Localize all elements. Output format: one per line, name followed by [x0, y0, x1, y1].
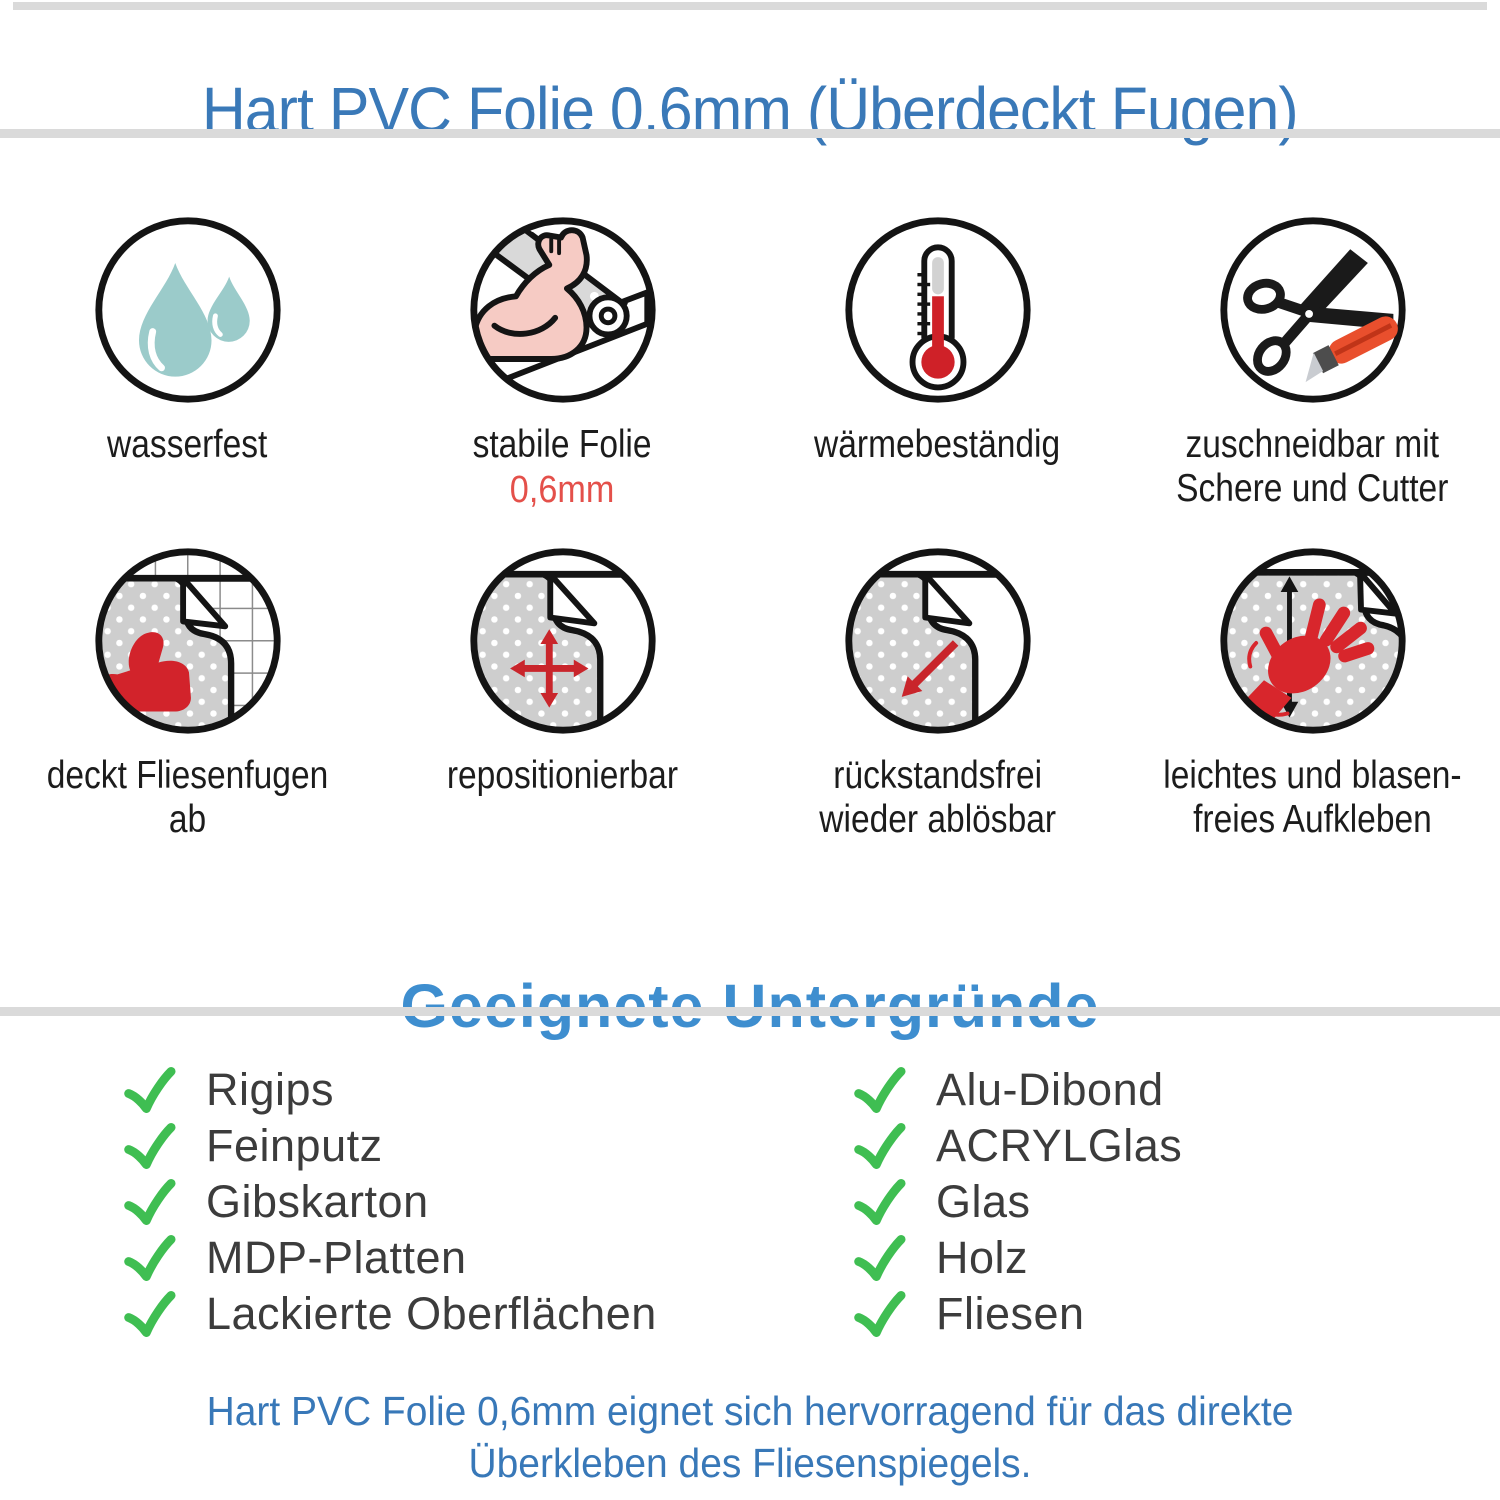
list-item: Rigips — [122, 1062, 657, 1118]
list-item: Glas — [852, 1174, 1182, 1230]
list-item: Fliesen — [852, 1286, 1182, 1342]
feature-thickness-label: 0,6mm — [510, 469, 615, 512]
check-icon — [124, 1235, 176, 1281]
substrate-label: Alu-Dibond — [936, 1064, 1164, 1115]
hand-smooth-foil-icon — [1219, 548, 1406, 734]
feature-removable: rückstandsfrei wieder ablösbar — [750, 543, 1125, 843]
substrate-label: Rigips — [206, 1064, 335, 1115]
feature-cuttable: zuschneidbar mit Schere und Cutter — [1125, 212, 1500, 543]
list-item: Alu-Dibond — [852, 1062, 1182, 1118]
check-icon — [854, 1067, 906, 1113]
substrate-label: Lackierte Oberflächen — [206, 1288, 657, 1339]
section-title: Geeignete Untergründe — [400, 971, 1100, 1040]
feature-label: wärmebeständig — [814, 423, 1061, 466]
substrate-label: Glas — [936, 1176, 1031, 1227]
substrate-list-left: Rigips Feinputz Gibskarton MDP-Platten L… — [122, 1062, 657, 1342]
peel-arrow-foil-icon — [844, 548, 1031, 734]
footer-note: Hart PVC Folie 0,6mm eignet sich hervorr… — [206, 1388, 1294, 1486]
feature-heat-resistant: wärmebeständig — [750, 212, 1125, 543]
list-item: Lackierte Oberflächen — [122, 1286, 657, 1342]
substrate-label: Holz — [936, 1232, 1029, 1283]
title-divider-bar — [0, 129, 1500, 138]
feature-label: wasserfest — [107, 423, 268, 466]
feature-grid: wasserfest stabile Folie 0,6mm — [0, 212, 1500, 843]
feature-covers-grout: deckt Fliesenfugen ab — [0, 543, 375, 843]
thumb-up-tiles-icon — [94, 548, 281, 734]
move-arrows-foil-icon — [469, 548, 656, 734]
feature-label: stabile Folie — [473, 423, 652, 466]
list-item: ACRYLGlas — [852, 1118, 1182, 1174]
check-icon — [124, 1123, 176, 1169]
scissors-cutter-icon — [1219, 217, 1406, 403]
feature-waterproof: wasserfest — [0, 212, 375, 543]
substrate-list-right: Alu-Dibond ACRYLGlas Glas Holz Fliesen — [852, 1062, 1182, 1342]
feature-repositionable: repositionierbar — [375, 543, 750, 843]
check-icon — [854, 1235, 906, 1281]
feature-easy-apply: leichtes und blasen- freies Aufkleben — [1125, 543, 1500, 843]
feature-label: deckt Fliesenfugen ab — [46, 754, 329, 842]
list-item: MDP-Platten — [122, 1230, 657, 1286]
thermometer-icon — [844, 217, 1031, 403]
substrate-label: Feinputz — [206, 1120, 383, 1171]
top-divider-bar — [13, 2, 1487, 10]
check-icon — [854, 1123, 906, 1169]
check-icon — [124, 1179, 176, 1225]
water-drops-icon — [94, 217, 281, 403]
list-item: Gibskarton — [122, 1174, 657, 1230]
feature-label: rückstandsfrei wieder ablösbar — [819, 754, 1056, 842]
substrate-label: ACRYLGlas — [936, 1120, 1183, 1171]
muscle-arm-roll-icon — [469, 217, 656, 403]
list-item: Feinputz — [122, 1118, 657, 1174]
feature-label: leichtes und blasen- freies Aufkleben — [1163, 754, 1462, 842]
check-icon — [124, 1291, 176, 1337]
check-icon — [854, 1291, 906, 1337]
list-item: Holz — [852, 1230, 1182, 1286]
substrate-label: Fliesen — [936, 1288, 1085, 1339]
substrate-label: Gibskarton — [206, 1176, 429, 1227]
feature-label: zuschneidbar mit Schere und Cutter — [1176, 423, 1449, 511]
feature-stable-foil: stabile Folie 0,6mm — [375, 212, 750, 543]
check-icon — [124, 1067, 176, 1113]
check-icon — [854, 1179, 906, 1225]
section-divider-bar — [0, 1007, 1500, 1016]
feature-label: repositionierbar — [446, 754, 679, 797]
substrate-label: MDP-Platten — [206, 1232, 467, 1283]
